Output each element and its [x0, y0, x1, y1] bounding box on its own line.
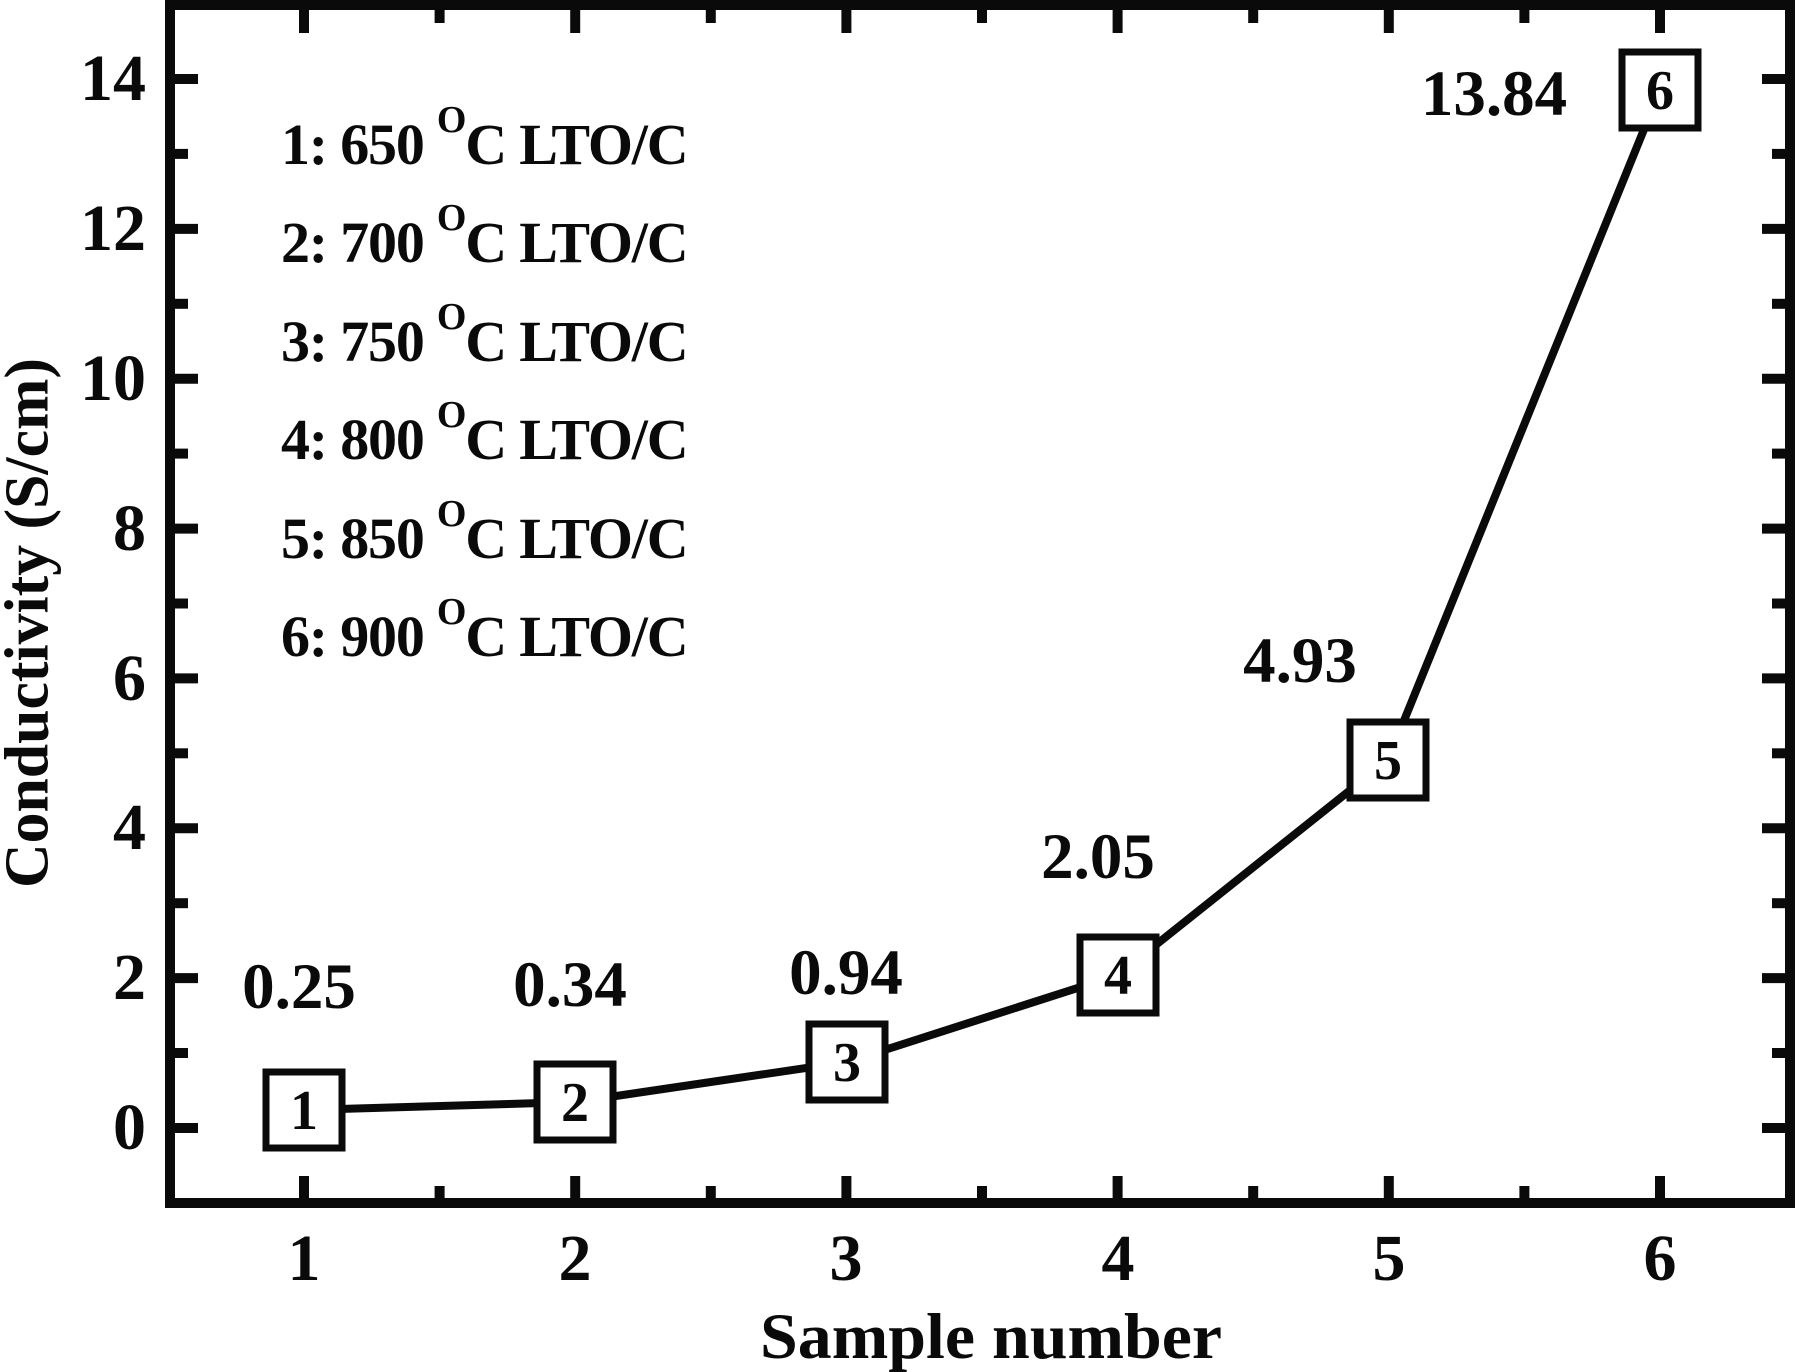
svg-text:Sample number: Sample number — [760, 1301, 1222, 1372]
svg-text:2: 2 — [561, 1072, 589, 1134]
svg-text:4: 4 — [1104, 945, 1132, 1007]
svg-text:4: 4 — [1102, 1222, 1135, 1295]
svg-text:0.25: 0.25 — [242, 951, 356, 1023]
svg-text:0.34: 0.34 — [513, 949, 627, 1021]
svg-text:10: 10 — [80, 342, 146, 415]
svg-text:2: 2 — [113, 941, 146, 1014]
svg-text:8: 8 — [113, 492, 146, 565]
svg-text:5: 850 OC LTO/C: 5: 850 OC LTO/C — [281, 493, 687, 571]
svg-text:6: 6 — [113, 642, 146, 715]
svg-text:3: 3 — [830, 1222, 863, 1295]
svg-text:5: 5 — [1374, 730, 1402, 792]
svg-text:4.93: 4.93 — [1243, 625, 1357, 697]
svg-text:5: 5 — [1373, 1222, 1406, 1295]
svg-text:13.84: 13.84 — [1421, 58, 1567, 130]
svg-text:4: 800 OC LTO/C: 4: 800 OC LTO/C — [281, 394, 687, 472]
svg-text:6: 900 OC LTO/C: 6: 900 OC LTO/C — [281, 591, 687, 669]
svg-text:1: 1 — [290, 1080, 318, 1142]
svg-text:1: 1 — [288, 1222, 321, 1295]
svg-text:0.94: 0.94 — [789, 937, 903, 1009]
svg-text:Conductivity (S/cm): Conductivity (S/cm) — [0, 358, 61, 888]
svg-text:14: 14 — [80, 42, 146, 115]
svg-text:0: 0 — [113, 1091, 146, 1164]
svg-text:1: 650 OC LTO/C: 1: 650 OC LTO/C — [281, 99, 687, 177]
svg-text:6: 6 — [1646, 60, 1674, 122]
svg-text:12: 12 — [80, 192, 146, 265]
svg-text:3: 750 OC LTO/C: 3: 750 OC LTO/C — [281, 296, 687, 374]
svg-text:3: 3 — [833, 1032, 861, 1094]
svg-text:6: 6 — [1644, 1222, 1677, 1295]
svg-text:2: 2 — [559, 1222, 592, 1295]
svg-text:2.05: 2.05 — [1041, 821, 1155, 893]
svg-text:2: 700 OC LTO/C: 2: 700 OC LTO/C — [281, 197, 687, 275]
svg-text:4: 4 — [113, 791, 146, 864]
